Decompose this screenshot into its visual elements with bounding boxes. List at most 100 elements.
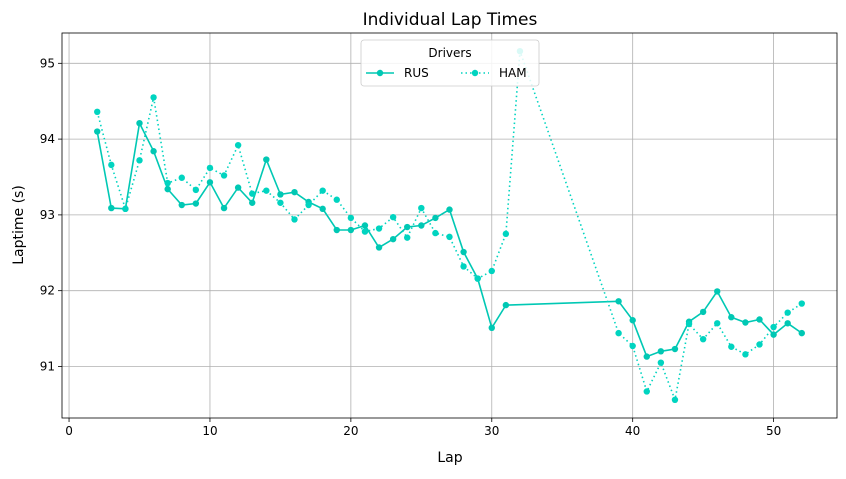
data-point-ham xyxy=(164,179,171,187)
data-point-ham xyxy=(404,234,411,241)
x-tick-label: 20 xyxy=(343,424,358,438)
data-point-ham xyxy=(291,216,298,223)
legend-label-rus: RUS xyxy=(404,66,429,80)
x-tick-label: 40 xyxy=(625,424,640,438)
x-tick-label: 50 xyxy=(766,424,781,438)
data-point-ham xyxy=(150,94,157,101)
data-point-rus xyxy=(615,298,622,305)
data-point-ham xyxy=(460,263,467,270)
data-point-rus xyxy=(404,223,411,231)
plot-frame xyxy=(61,32,838,419)
data-point-rus xyxy=(263,156,270,163)
data-point-rus xyxy=(643,353,650,360)
data-point-ham xyxy=(249,190,256,197)
data-point-ham xyxy=(714,320,721,327)
data-point-rus xyxy=(347,226,355,234)
data-point-ham xyxy=(657,359,665,366)
data-point-ham xyxy=(418,204,425,212)
data-point-ham xyxy=(178,174,185,181)
y-tick-label: 91 xyxy=(40,359,55,373)
data-point-ham xyxy=(108,161,115,169)
data-point-rus xyxy=(150,148,157,155)
data-point-ham xyxy=(122,205,129,213)
x-tick-label: 30 xyxy=(484,424,499,438)
data-point-ham xyxy=(671,396,679,404)
y-axis-label: Laptime (s) xyxy=(11,185,27,265)
data-point-rus xyxy=(432,214,439,222)
data-point-rus xyxy=(671,345,679,353)
data-point-rus xyxy=(136,119,143,127)
data-point-ham xyxy=(234,141,242,149)
data-point-ham xyxy=(446,233,453,241)
data-point-ham xyxy=(502,230,510,238)
y-tick-label: 92 xyxy=(40,284,55,298)
data-point-ham xyxy=(488,267,495,275)
data-point-ham xyxy=(375,225,383,232)
legend-marker-rus xyxy=(376,69,384,77)
data-point-rus xyxy=(333,226,340,234)
data-point-ham xyxy=(728,343,735,350)
x-axis-label: Lap xyxy=(437,450,462,466)
data-point-ham xyxy=(742,351,749,358)
legend-marker-ham xyxy=(471,69,479,77)
data-point-ham xyxy=(277,199,284,206)
data-point-rus xyxy=(418,222,425,229)
data-point-ham xyxy=(305,201,312,209)
data-point-rus xyxy=(277,191,284,198)
data-point-ham xyxy=(192,186,200,194)
legend-box xyxy=(360,39,540,87)
series-layer xyxy=(94,47,805,404)
data-point-rus xyxy=(249,199,256,206)
data-point-rus xyxy=(234,184,242,191)
data-point-rus xyxy=(319,205,326,213)
data-point-ham xyxy=(347,214,355,222)
legend-label-ham: HAM xyxy=(499,66,527,80)
data-point-ham xyxy=(643,388,650,395)
data-point-ham xyxy=(136,157,143,164)
axis-ticks: 0 10 20 30 40 50 91 92 93 94 95 xyxy=(40,56,782,438)
data-point-ham xyxy=(685,320,693,328)
data-point-ham xyxy=(220,172,228,179)
data-point-ham xyxy=(94,108,101,116)
data-point-ham xyxy=(615,329,622,337)
data-point-rus xyxy=(389,235,397,243)
data-point-rus xyxy=(657,348,665,355)
y-tick-label: 95 xyxy=(40,56,55,70)
data-point-ham xyxy=(699,335,707,343)
data-point-rus xyxy=(770,331,777,338)
data-point-rus xyxy=(375,244,383,251)
data-point-rus xyxy=(488,324,495,332)
data-point-ham xyxy=(798,300,805,307)
data-point-rus xyxy=(784,320,791,327)
data-point-rus xyxy=(699,308,707,316)
data-point-rus xyxy=(446,206,453,213)
legend: Drivers RUS HAM xyxy=(360,39,540,87)
series-ham xyxy=(94,47,805,404)
data-point-ham xyxy=(361,228,369,235)
y-tick-label: 93 xyxy=(40,208,55,222)
data-point-rus xyxy=(220,204,228,212)
data-point-rus xyxy=(361,222,369,229)
data-point-ham xyxy=(770,323,777,331)
data-point-rus xyxy=(94,128,101,135)
data-point-rus xyxy=(192,200,200,207)
data-point-ham xyxy=(319,187,326,194)
x-tick-label: 0 xyxy=(65,424,73,438)
data-point-rus xyxy=(714,288,721,295)
data-point-rus xyxy=(728,314,735,321)
data-point-ham xyxy=(389,213,397,221)
data-point-rus xyxy=(756,316,763,323)
data-point-ham xyxy=(206,164,214,172)
data-point-ham xyxy=(474,275,481,282)
data-point-rus xyxy=(742,319,749,326)
data-point-rus xyxy=(164,185,171,193)
chart-title: Individual Lap Times xyxy=(363,10,538,30)
data-point-ham xyxy=(333,196,340,203)
data-point-ham xyxy=(432,229,439,237)
data-point-rus xyxy=(206,179,214,186)
data-point-ham xyxy=(756,341,763,348)
legend-title: Drivers xyxy=(428,46,471,60)
data-point-rus xyxy=(798,329,805,337)
data-point-rus xyxy=(108,204,115,212)
